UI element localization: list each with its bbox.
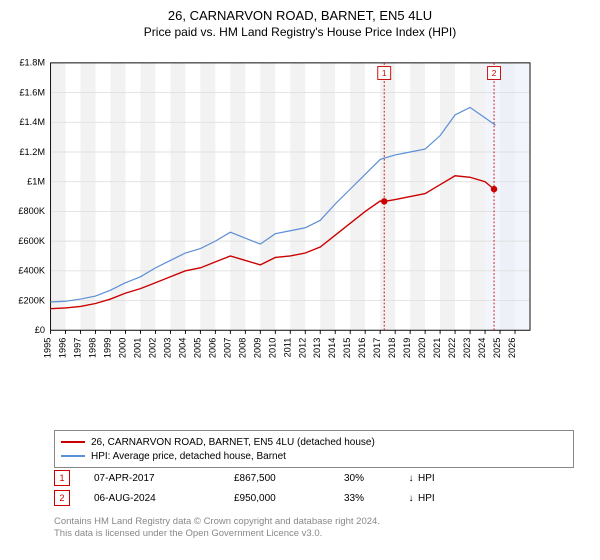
svg-text:2015: 2015 bbox=[342, 338, 352, 358]
sale-ref-label: HPI bbox=[418, 473, 458, 484]
sale-date: 06-AUG-2024 bbox=[94, 493, 234, 504]
svg-text:2021: 2021 bbox=[432, 338, 442, 358]
svg-text:2023: 2023 bbox=[462, 338, 472, 358]
svg-text:2017: 2017 bbox=[372, 338, 382, 358]
svg-text:£1M: £1M bbox=[27, 176, 45, 186]
sale-row: 2 06-AUG-2024 £950,000 33% ↓ HPI bbox=[54, 488, 574, 508]
svg-text:1996: 1996 bbox=[58, 338, 68, 358]
sale-pct: 30% bbox=[344, 473, 404, 484]
svg-text:£800K: £800K bbox=[18, 206, 45, 216]
sale-price: £867,500 bbox=[234, 473, 344, 484]
legend-swatch bbox=[61, 441, 85, 443]
arrow-down-icon: ↓ bbox=[404, 473, 418, 484]
chart-svg: £0 £200K £400K £600K £800K £1M £1.2M £1.4M £1.6M… bbox=[10, 50, 530, 380]
svg-text:2010: 2010 bbox=[267, 338, 277, 358]
svg-text:£400K: £400K bbox=[18, 266, 45, 276]
svg-text:2026: 2026 bbox=[507, 338, 517, 358]
svg-text:2000: 2000 bbox=[117, 338, 127, 358]
svg-text:1999: 1999 bbox=[102, 338, 112, 358]
arrow-down-icon: ↓ bbox=[404, 493, 418, 504]
chart: £0£200K£400K£600K£800K£1M£1.2M£1.4M£1.6M… bbox=[54, 50, 574, 380]
svg-text:£1.6M: £1.6M bbox=[19, 87, 45, 97]
svg-text:2001: 2001 bbox=[132, 338, 142, 358]
legend-swatch bbox=[61, 455, 85, 457]
legend-item: 26, CARNARVON ROAD, BARNET, EN5 4LU (det… bbox=[61, 435, 567, 449]
svg-text:2012: 2012 bbox=[297, 338, 307, 358]
svg-text:1: 1 bbox=[382, 68, 387, 78]
sale-date: 07-APR-2017 bbox=[94, 473, 234, 484]
chart-titles: 26, CARNARVON ROAD, BARNET, EN5 4LU Pric… bbox=[0, 0, 600, 39]
sale-row: 1 07-APR-2017 £867,500 30% ↓ HPI bbox=[54, 468, 574, 488]
footer-line1: Contains HM Land Registry data © Crown c… bbox=[54, 516, 574, 528]
svg-text:2009: 2009 bbox=[252, 338, 262, 358]
footer: Contains HM Land Registry data © Crown c… bbox=[54, 516, 574, 541]
sale-marker-icon: 1 bbox=[54, 470, 70, 486]
svg-text:2008: 2008 bbox=[237, 338, 247, 358]
svg-text:2024: 2024 bbox=[477, 338, 487, 358]
svg-text:2020: 2020 bbox=[417, 338, 427, 358]
sale-price: £950,000 bbox=[234, 493, 344, 504]
svg-text:2025: 2025 bbox=[492, 338, 502, 358]
svg-text:2004: 2004 bbox=[177, 338, 187, 358]
svg-text:1998: 1998 bbox=[88, 338, 98, 358]
sale-pct: 33% bbox=[344, 493, 404, 504]
svg-text:2014: 2014 bbox=[327, 338, 337, 358]
svg-text:1995: 1995 bbox=[43, 338, 53, 358]
svg-text:£1.2M: £1.2M bbox=[19, 147, 45, 157]
legend-label: HPI: Average price, detached house, Barn… bbox=[91, 451, 286, 462]
svg-text:£1.8M: £1.8M bbox=[19, 58, 45, 68]
chart-subtitle: Price paid vs. HM Land Registry's House … bbox=[0, 25, 600, 39]
svg-text:2011: 2011 bbox=[282, 338, 292, 358]
svg-text:£600K: £600K bbox=[18, 236, 45, 246]
svg-text:£200K: £200K bbox=[18, 295, 45, 305]
svg-text:2005: 2005 bbox=[192, 338, 202, 358]
svg-text:£1.4M: £1.4M bbox=[19, 117, 45, 127]
svg-text:2002: 2002 bbox=[147, 338, 157, 358]
svg-text:2022: 2022 bbox=[447, 338, 457, 358]
legend-label: 26, CARNARVON ROAD, BARNET, EN5 4LU (det… bbox=[91, 437, 375, 448]
svg-text:2018: 2018 bbox=[387, 338, 397, 358]
sale-marker-icon: 2 bbox=[54, 490, 70, 506]
legend-item: HPI: Average price, detached house, Barn… bbox=[61, 449, 567, 463]
svg-text:2: 2 bbox=[492, 68, 497, 78]
svg-text:2003: 2003 bbox=[162, 338, 172, 358]
svg-text:£0: £0 bbox=[35, 325, 45, 335]
svg-text:1997: 1997 bbox=[73, 338, 83, 358]
svg-text:2013: 2013 bbox=[312, 338, 322, 358]
svg-text:2019: 2019 bbox=[402, 338, 412, 358]
sale-ref-label: HPI bbox=[418, 493, 458, 504]
chart-title: 26, CARNARVON ROAD, BARNET, EN5 4LU bbox=[0, 8, 600, 23]
sales-list: 1 07-APR-2017 £867,500 30% ↓ HPI 2 06-AU… bbox=[54, 468, 574, 508]
svg-text:2006: 2006 bbox=[207, 338, 217, 358]
legend: 26, CARNARVON ROAD, BARNET, EN5 4LU (det… bbox=[54, 430, 574, 468]
svg-text:2016: 2016 bbox=[357, 338, 367, 358]
footer-line2: This data is licensed under the Open Gov… bbox=[54, 528, 574, 540]
svg-text:2007: 2007 bbox=[222, 338, 232, 358]
